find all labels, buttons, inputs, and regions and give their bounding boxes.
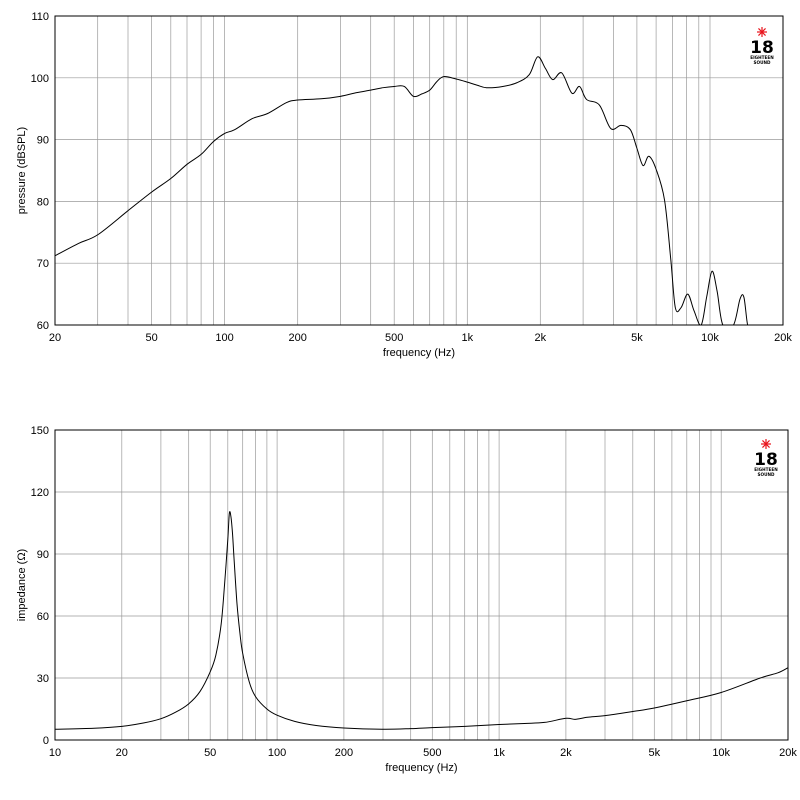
x-tick-label: 10 [49, 747, 61, 759]
y-tick-label: 90 [37, 135, 49, 147]
y-tick-label: 80 [37, 196, 49, 208]
logo-star-core [764, 442, 768, 446]
x-tick-label: 20 [49, 332, 61, 344]
logo-line2: SOUND [754, 60, 771, 65]
spl-chart: 60 70 80 90 100 110 20 50 100 200 500 1k 2k 5k 10k 20k f… [16, 11, 792, 359]
x-tick-label: 1k [461, 332, 473, 344]
plot-frame [54, 429, 789, 741]
y-axis-label: impedance (Ω) [16, 549, 28, 621]
logo-line2: SOUND [758, 472, 775, 477]
y-tick-label: 60 [37, 320, 49, 332]
y-tick-label: 150 [31, 425, 49, 437]
x-tick-label: 200 [289, 332, 307, 344]
x-tick-label: 20k [779, 747, 797, 759]
logo-line1: EIGHTEEN [750, 55, 774, 60]
x-tick-label: 2k [560, 747, 572, 759]
x-tick-label: 5k [648, 747, 660, 759]
y-tick-label: 120 [31, 487, 49, 499]
x-tick-label: 1k [493, 747, 505, 759]
y-tick-label: 0 [43, 735, 49, 747]
x-tick-label: 50 [204, 747, 216, 759]
logo-star-icon [761, 439, 771, 449]
x-tick-label: 200 [335, 747, 353, 759]
x-tick-label: 10k [712, 747, 730, 759]
y-tick-label: 90 [37, 549, 49, 561]
x-tick-label: 20 [116, 747, 128, 759]
series-line [55, 56, 752, 325]
x-tick-label: 10k [701, 332, 719, 344]
x-axis-label: frequency (Hz) [385, 762, 457, 774]
logo-number: 18 [754, 450, 778, 470]
series-line [55, 511, 788, 730]
x-tick-label: 20k [774, 332, 792, 344]
x-tick-label: 100 [268, 747, 286, 759]
x-tick-label: 500 [385, 332, 403, 344]
x-tick-label: 50 [145, 332, 157, 344]
x-axis-label: frequency (Hz) [383, 347, 455, 359]
x-tick-label: 500 [423, 747, 441, 759]
y-tick-label: 30 [37, 673, 49, 685]
x-tick-label: 100 [215, 332, 233, 344]
impedance-chart: 0 30 60 90 120 150 10 20 50 100 200 500 1k 2k 5k 10k 20k… [16, 425, 797, 774]
grid-lines [55, 430, 788, 740]
plot-frame [54, 15, 784, 326]
y-tick-label: 110 [31, 11, 49, 23]
y-tick-label: 70 [37, 258, 49, 270]
logo-number: 18 [750, 38, 774, 58]
y-tick-label: 60 [37, 611, 49, 623]
y-tick-label: 100 [31, 73, 49, 85]
grid-lines [55, 16, 783, 325]
logo-line1: EIGHTEEN [754, 467, 778, 472]
logo-star-icon [757, 27, 767, 37]
x-tick-label: 5k [631, 332, 643, 344]
y-axis-label: pressure (dBSPL) [16, 127, 28, 214]
logo-star-core [760, 30, 764, 34]
x-tick-label: 2k [534, 332, 546, 344]
